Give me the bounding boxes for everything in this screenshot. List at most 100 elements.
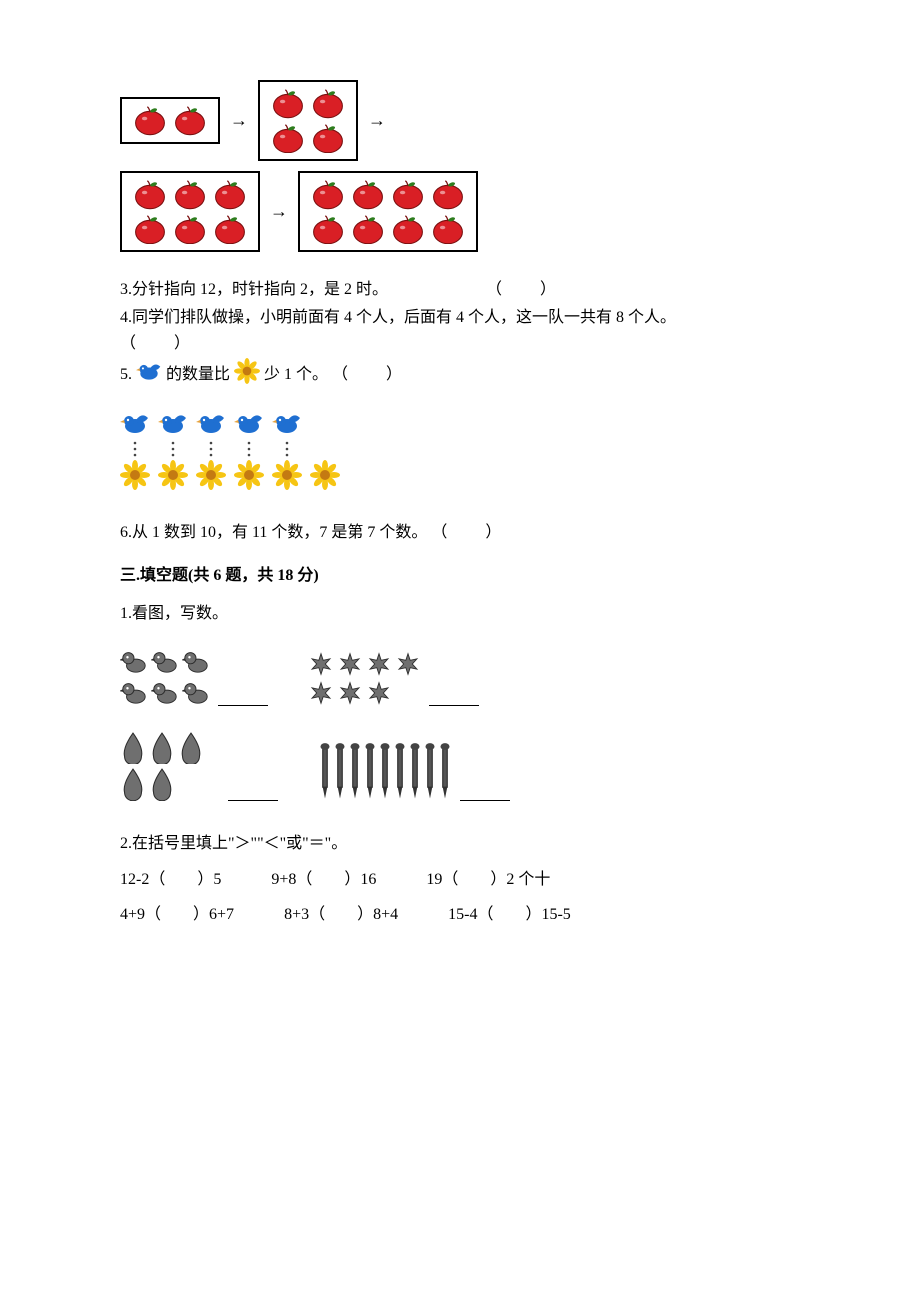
apple-icon — [132, 214, 168, 245]
drop-icon — [120, 767, 146, 801]
apple-box-4 — [298, 171, 478, 252]
section-3-title: 三.填空题(共 6 题，共 18 分) — [120, 563, 800, 589]
arrow-icon: → — [364, 106, 390, 135]
bird-icon — [136, 358, 162, 393]
pen-group — [318, 742, 510, 801]
duck-icon — [120, 678, 148, 706]
apple-icon — [390, 214, 426, 245]
duck-icon — [182, 647, 210, 675]
pen-icon — [408, 742, 422, 801]
apple-box-1 — [120, 97, 220, 144]
drop-icon — [149, 767, 175, 801]
bird-icon — [158, 408, 188, 438]
apple-icon — [310, 123, 346, 154]
apple-icon — [212, 179, 248, 210]
fill-1-label: 1.看图，写数。 — [120, 601, 800, 627]
drop-group — [120, 731, 278, 802]
duck-group — [120, 647, 268, 706]
apple-icon — [310, 179, 346, 210]
flower-row — [120, 460, 800, 490]
star-icon — [366, 651, 392, 677]
apple-icon — [350, 214, 386, 245]
bird-icon — [234, 408, 264, 438]
compare-row-1: 12-2（ ）59+8（ ）1619（ ）2 个十 — [120, 867, 800, 893]
dots-icon — [158, 440, 188, 458]
q3-paren: （ ） — [486, 281, 558, 298]
compare-item: 15-4（ ）15-5 — [448, 902, 571, 928]
apple-icon — [270, 88, 306, 119]
compare-item: 19（ ）2 个十 — [426, 867, 550, 893]
flower-icon — [234, 460, 264, 490]
apple-icon — [390, 179, 426, 210]
birds-flowers-diagram — [120, 408, 800, 490]
pen-icon — [363, 742, 377, 801]
drop-icon — [178, 731, 204, 765]
question-5: 5. 的数量比 少 1 个。 （ ） — [120, 358, 800, 393]
arrow-icon: → — [266, 197, 292, 226]
apple-icon — [430, 214, 466, 245]
pen-icon — [423, 742, 437, 801]
apple-icon — [132, 179, 168, 210]
bird-icon — [196, 408, 226, 438]
q5-mid2: 少 1 个。 — [264, 366, 328, 383]
pen-icon — [318, 742, 332, 801]
drop-icon — [149, 731, 175, 765]
q4-paren: （ ） — [120, 335, 192, 352]
pen-icon — [378, 742, 392, 801]
pen-line — [318, 742, 452, 801]
duck-stack — [120, 647, 210, 706]
apple-box-2 — [258, 80, 358, 161]
drop-icon — [120, 731, 146, 765]
bird-icon — [120, 408, 150, 438]
q4-text: 4.同学们排队做操，小明前面有 4 个人，后面有 4 个人，这一队一共有 8 个… — [120, 309, 676, 326]
page: → → — [0, 0, 920, 1302]
flower-icon — [234, 358, 260, 393]
compare-item: 4+9（ ）6+7 — [120, 902, 234, 928]
flower-icon — [196, 460, 226, 490]
compare-item: 8+3（ ）8+4 — [284, 902, 398, 928]
bird-row — [120, 408, 800, 438]
dots-icon — [234, 440, 264, 458]
arrow-icon: → — [226, 106, 252, 135]
apple-row-2: → — [120, 171, 800, 252]
duck-icon — [151, 647, 179, 675]
blank-line — [218, 691, 268, 706]
flower-icon — [272, 460, 302, 490]
apple-icon — [172, 105, 208, 136]
dots-icon — [196, 440, 226, 458]
fill-row-1 — [120, 647, 800, 706]
fill-1-images — [120, 647, 800, 802]
q5-prefix: 5. — [120, 366, 132, 383]
flower-icon — [310, 460, 340, 490]
apple-icon — [132, 105, 168, 136]
question-6: 6.从 1 数到 10，有 11 个数，7 是第 7 个数。 （ ） — [120, 520, 800, 546]
fill-row-2 — [120, 731, 800, 802]
q3-text: 3.分针指向 12，时针指向 2，是 2 时。 — [120, 281, 388, 298]
apple-icon — [310, 214, 346, 245]
star-icon — [337, 651, 363, 677]
duck-icon — [120, 647, 148, 675]
pen-icon — [333, 742, 347, 801]
dots-row — [120, 440, 800, 458]
apple-row-1: → → — [120, 80, 800, 161]
compare-item: 12-2（ ）5 — [120, 867, 221, 893]
star-icon — [308, 651, 334, 677]
pen-icon — [393, 742, 407, 801]
duck-icon — [151, 678, 179, 706]
bird-icon — [272, 408, 302, 438]
star-stack — [308, 651, 421, 706]
flower-icon — [158, 460, 188, 490]
q5-paren: （ ） — [332, 366, 404, 383]
q6-text: 6.从 1 数到 10，有 11 个数，7 是第 7 个数。 — [120, 524, 427, 541]
apple-diagram: → → — [120, 80, 800, 252]
question-4: 4.同学们排队做操，小明前面有 4 个人，后面有 4 个人，这一队一共有 8 个… — [120, 305, 800, 356]
apple-icon — [270, 123, 306, 154]
apple-icon — [310, 88, 346, 119]
compare-row-2: 4+9（ ）6+7 8+3（ ）8+4 15-4（ ）15-5 — [120, 902, 800, 928]
apple-icon — [172, 214, 208, 245]
question-3: 3.分针指向 12，时针指向 2，是 2 时。 （ ） — [120, 277, 800, 303]
star-icon — [366, 680, 392, 706]
star-icon — [395, 651, 421, 677]
star-icon — [337, 680, 363, 706]
star-group — [308, 651, 479, 706]
